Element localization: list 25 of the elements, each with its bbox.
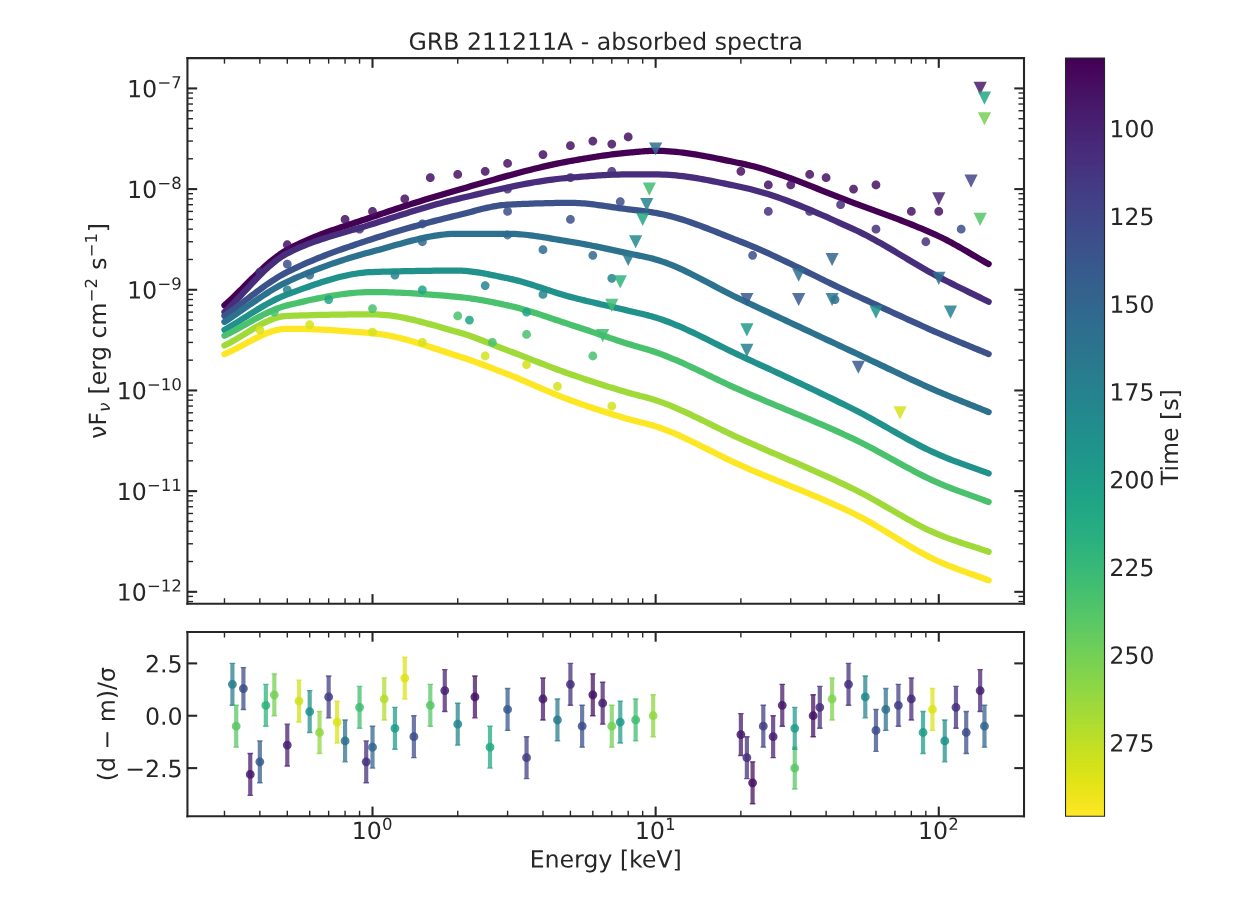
- y-tick-label: −2.5: [127, 759, 181, 778]
- y-tick-label: 10$^{−8}$: [129, 176, 181, 199]
- y-tick-label: 10$^{−9}$: [129, 277, 181, 299]
- color-bar-label: 100: [1111, 119, 1153, 138]
- color-bar-label: 125: [1111, 207, 1153, 226]
- y-tick-label: 10$^{−12}$: [119, 579, 181, 601]
- x-tick-label: 10$^{0}$: [354, 817, 392, 840]
- y-tick-label: 10$^{−11}$: [119, 478, 181, 501]
- y-tick-label: 2.5: [146, 654, 181, 673]
- x-tick-label: 10$^{1}$: [637, 817, 675, 840]
- x-tick-label: 10$^{2}$: [920, 817, 958, 840]
- color-bar-label: 150: [1111, 295, 1153, 314]
- y-tick-label: 0.0: [146, 707, 182, 726]
- x-axis-title: Energy [keV]: [532, 849, 680, 873]
- y-tick-label: 10$^{−7}$: [129, 76, 181, 98]
- color-bar-label: 175: [1111, 383, 1153, 401]
- color-bar-label: 200: [1111, 470, 1153, 489]
- y-axis-title: (d − m)/σ: [96, 667, 118, 780]
- color-bar-label: 250: [1111, 646, 1153, 665]
- y-tick-label: 10$^{−10}$: [119, 377, 181, 400]
- color-bar-title: Time [s]: [1160, 391, 1182, 486]
- color-bar-label: 225: [1111, 558, 1153, 577]
- y-axis-title: νF$_{ν}$ [erg cm$^{−2}$ s$^{−1}$]: [84, 225, 111, 439]
- color-bar-label: 275: [1111, 734, 1153, 752]
- chart-title: GRB 211211A - absorbed spectra: [409, 31, 801, 55]
